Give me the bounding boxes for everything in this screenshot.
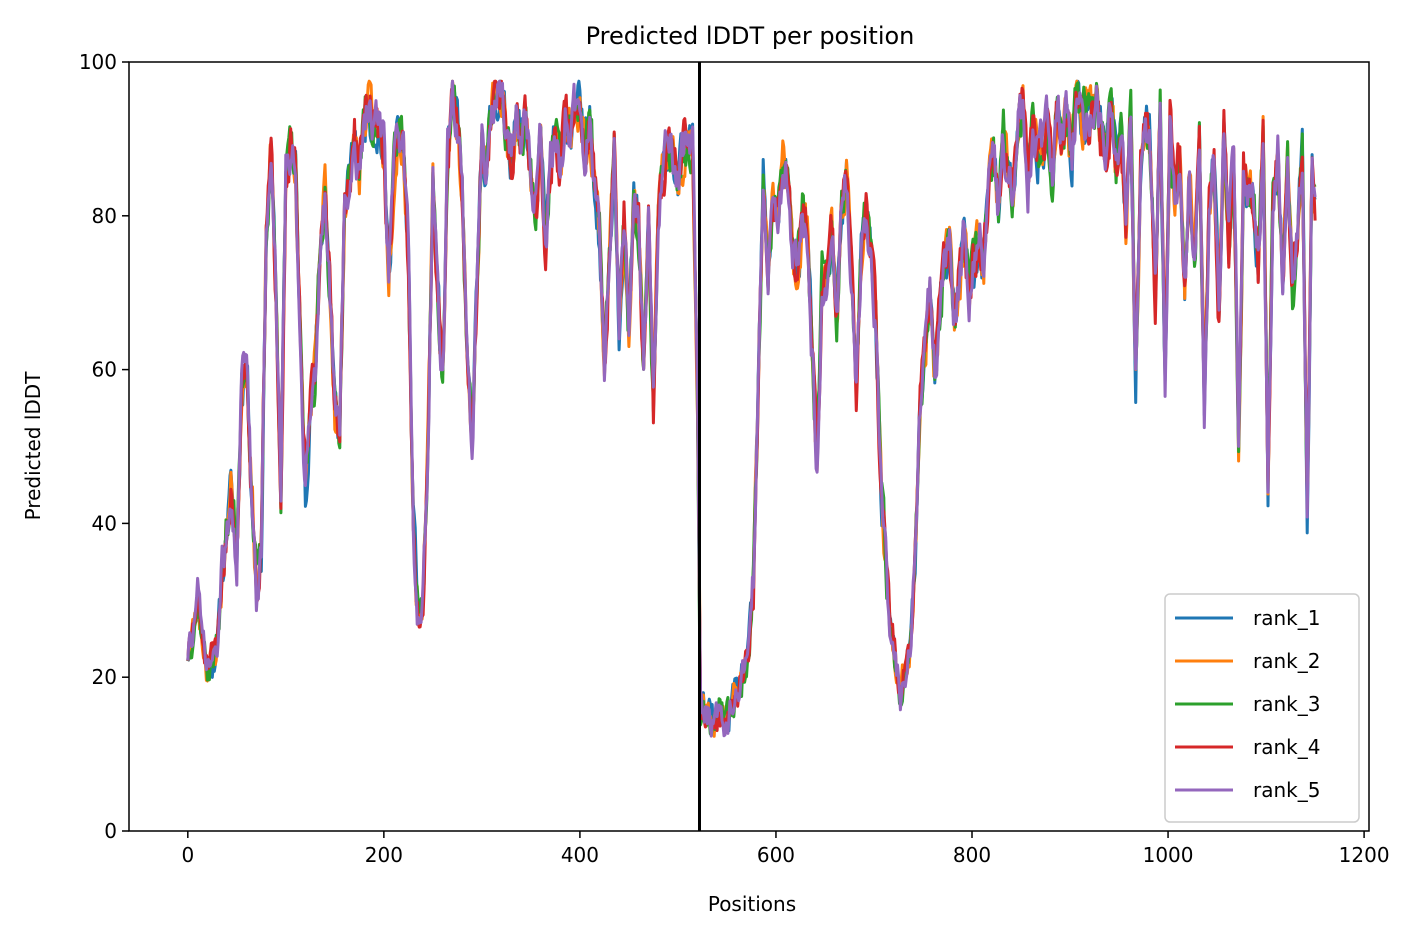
x-axis-label: Positions xyxy=(708,892,796,916)
y-tick-label: 20 xyxy=(92,665,117,689)
legend-label: rank_2 xyxy=(1253,649,1320,673)
legend-label: rank_1 xyxy=(1253,606,1320,630)
x-tick-label: 1000 xyxy=(1143,843,1194,867)
legend-label: rank_3 xyxy=(1253,692,1320,716)
x-tick-label: 400 xyxy=(561,843,599,867)
series-line-rank-5 xyxy=(186,79,1317,738)
x-tick-label: 600 xyxy=(757,843,795,867)
y-tick-label: 80 xyxy=(92,204,117,228)
y-tick-label: 0 xyxy=(104,819,117,843)
legend-label: rank_4 xyxy=(1253,735,1320,759)
legend-box xyxy=(1164,593,1360,823)
y-axis-label: Predicted lDDT xyxy=(21,371,45,521)
plot-frame xyxy=(128,61,1370,832)
y-tick-label: 40 xyxy=(92,511,117,535)
y-tick-label: 60 xyxy=(92,358,117,382)
legend: rank_1 rank_2 rank_3 rank_4 rank_5 xyxy=(1164,593,1360,823)
x-tick-label: 200 xyxy=(365,843,403,867)
y-tick-label: 100 xyxy=(79,50,117,74)
x-tick-label: 1200 xyxy=(1339,843,1390,867)
axis-ticks: 0 200 400 600 800 1000 1200 0 20 40 60 80 100 xyxy=(79,50,1390,867)
x-tick-label: 800 xyxy=(953,843,991,867)
chart-title: Predicted lDDT per position xyxy=(586,22,915,50)
legend-label: rank_5 xyxy=(1253,778,1320,802)
x-tick-label: 0 xyxy=(181,843,194,867)
series-lines xyxy=(186,62,1317,831)
